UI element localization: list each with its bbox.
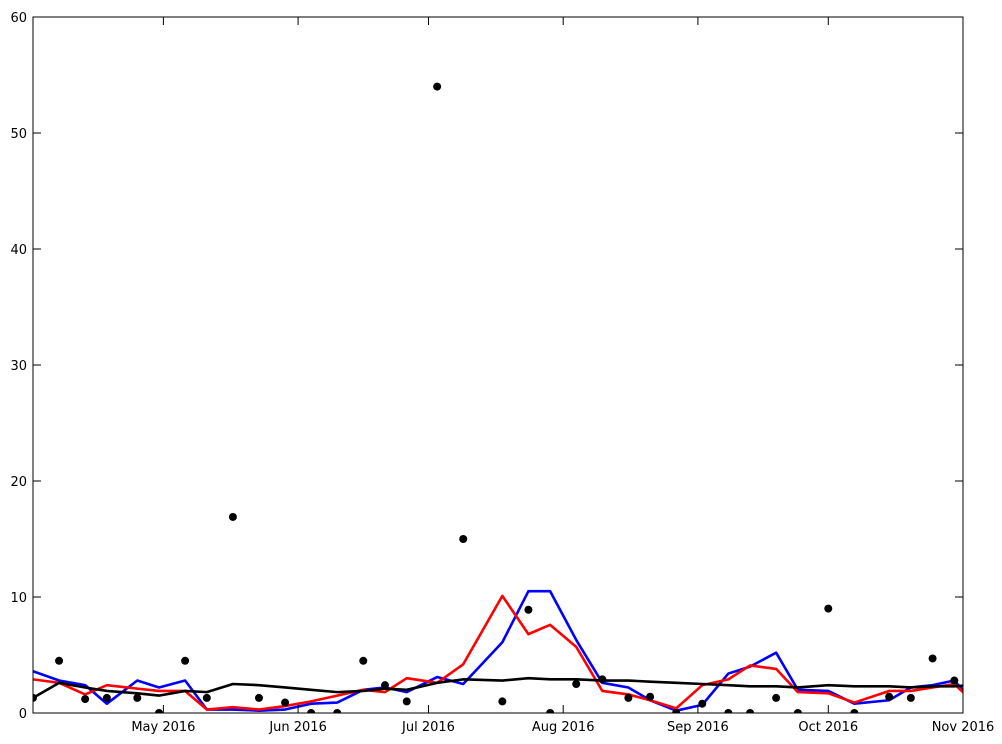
scatter-point	[102, 693, 111, 702]
scatter-point	[228, 512, 237, 521]
y-tick-label: 60	[10, 11, 27, 26]
scatter-point	[624, 693, 633, 702]
scatter-point	[850, 709, 859, 713]
x-tick-label: Oct 2016	[798, 720, 858, 735]
x-tick-label: Nov 2016	[932, 720, 995, 735]
scatter-point	[968, 677, 976, 685]
y-tick-label: 50	[10, 127, 27, 142]
scatter-point	[155, 709, 164, 713]
x-tick-label: Jun 2016	[268, 720, 327, 735]
scatter-point	[672, 709, 681, 713]
scatter-point	[307, 709, 316, 713]
y-tick-label: 20	[10, 475, 27, 490]
scatter-point	[81, 695, 90, 704]
scatter-point	[698, 699, 707, 708]
x-tick-label: Aug 2016	[532, 720, 595, 735]
scatter-point	[793, 709, 802, 713]
x-tick-label: Sep 2016	[667, 720, 729, 735]
scatter-point	[459, 535, 468, 543]
y-tick-label: 0	[19, 707, 27, 722]
plot-area	[33, 17, 976, 713]
scatter-point	[333, 709, 342, 713]
scatter-point	[928, 654, 937, 663]
scatter-point	[824, 604, 833, 613]
scatter-point	[202, 693, 211, 702]
y-tick-label: 10	[10, 591, 27, 606]
scatter-point	[254, 693, 263, 702]
scatter-point	[885, 692, 894, 701]
scatter-point	[906, 693, 915, 702]
scatter-point	[572, 680, 581, 688]
scatter-point	[746, 709, 755, 713]
scatter-point	[546, 709, 555, 713]
scatter-point	[598, 675, 607, 684]
scatter-point	[133, 693, 142, 702]
y-tick-label: 30	[10, 359, 27, 374]
scatter-point	[772, 693, 781, 702]
x-tick-label: Jul 2016	[401, 720, 455, 735]
series-line-2	[33, 594, 963, 711]
scatter-point	[181, 656, 190, 665]
scatter-point	[55, 656, 64, 665]
series-line-3	[33, 676, 963, 700]
scatter-point	[950, 676, 959, 685]
scatter-point	[381, 681, 390, 690]
scatter-point	[359, 656, 368, 665]
axes: 0 10 20 30 40 50 60 May 2016 Jun 2016 Jul 2016 Aug…	[10, 11, 994, 735]
scatter-point	[402, 697, 411, 706]
scatter-point	[433, 82, 442, 91]
y-tick-label: 40	[10, 243, 27, 258]
scatter-point	[524, 605, 533, 614]
scatter-point	[281, 698, 290, 707]
x-tick-label: May 2016	[131, 720, 195, 735]
scatter-point	[498, 697, 507, 706]
scatter-point	[33, 693, 37, 702]
scatter-point	[646, 692, 655, 701]
plot-background	[33, 17, 963, 713]
scatter-point	[724, 709, 733, 713]
